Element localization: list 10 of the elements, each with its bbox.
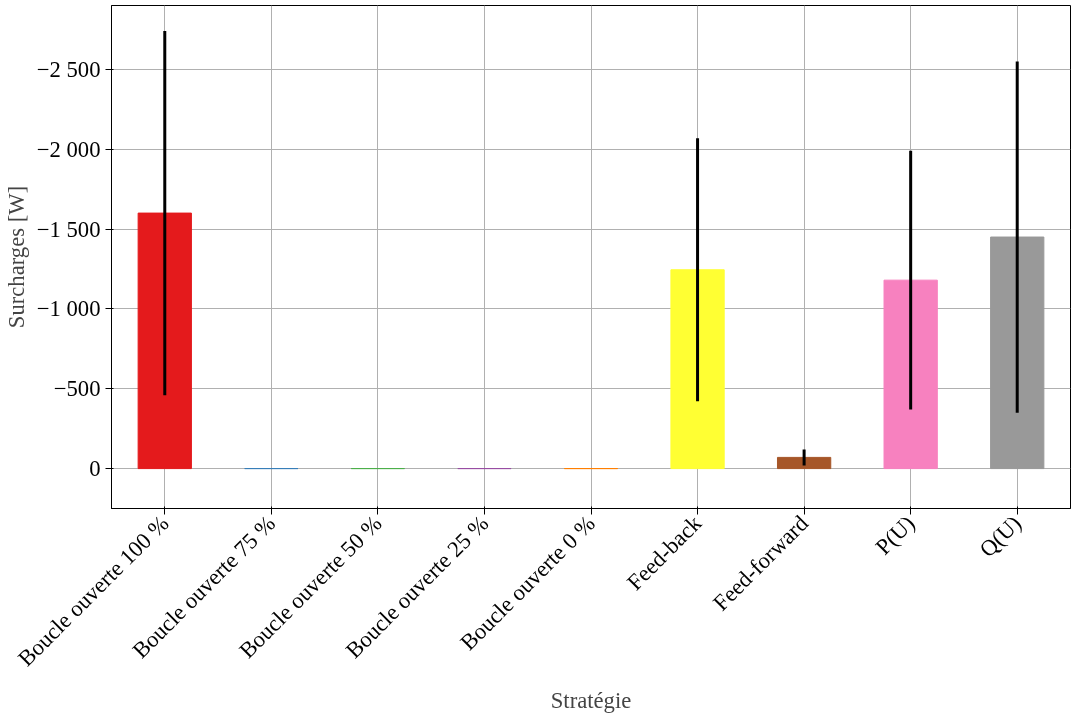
y-axis-title: Surcharges [W] [3,185,29,329]
y-tick-label: −1 500 [36,216,101,242]
x-tick-label: P(U) [870,510,920,560]
y-tick-label: 0 [89,456,101,482]
x-tick-label: Q(U) [974,510,1027,563]
y-tick-label: −2 000 [36,136,101,162]
y-tick-label: −1 000 [36,296,101,322]
y-tick-label: −500 [53,376,101,402]
x-axis-title: Stratégie [550,687,632,713]
y-tick-label: −2 500 [36,56,101,82]
